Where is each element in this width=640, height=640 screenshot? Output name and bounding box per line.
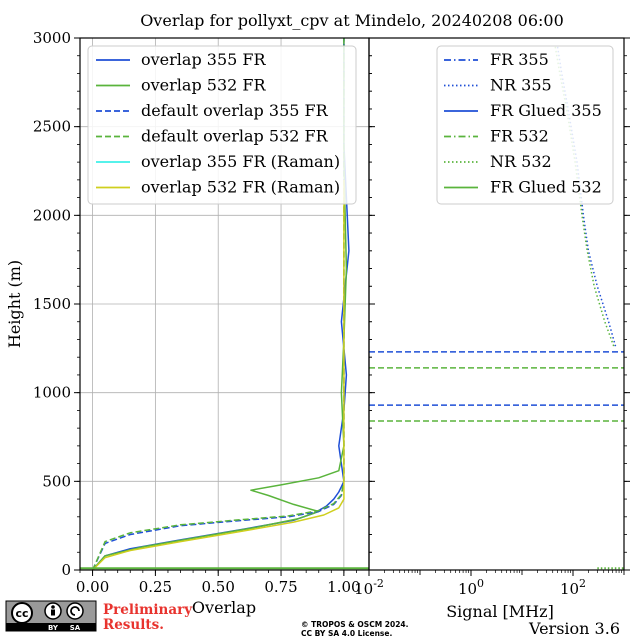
legend-entry: NR 355	[490, 76, 552, 95]
legend-box	[87, 45, 357, 205]
log-x-tick-label: 102	[560, 577, 586, 598]
x-tick-label: 0.75	[264, 578, 297, 596]
x-tick-label: 1.00	[327, 578, 360, 596]
cc-icon	[11, 602, 33, 624]
cc-icon-label: cc	[15, 607, 28, 620]
legend-entry: FR Glued 532	[490, 178, 602, 197]
sa-label: SA	[70, 624, 81, 632]
height-y-label: Height (m)	[5, 260, 24, 348]
signal-legend: FR 355 NR 355 FR Glued 355 FR 532 NR 532 FR G…	[436, 45, 614, 205]
y-tick-label: 2000	[33, 206, 71, 224]
chart-title: Overlap for pollyxt_cpv at Mindelo, 2024…	[140, 11, 564, 30]
overlap-legend: overlap 355 FR overlap 532 FR default over…	[87, 45, 357, 205]
log-x-tick-label: 10-2	[354, 577, 384, 598]
legend-entry: overlap 532 FR	[141, 76, 267, 95]
legend-box	[436, 45, 614, 205]
y-tick-label: 0	[61, 561, 71, 579]
legend-entry: NR 532	[490, 152, 552, 171]
series-line	[92, 179, 345, 571]
by-label: BY	[48, 624, 59, 632]
share-alike-icon	[66, 602, 84, 620]
legend-entry: FR Glued 355	[490, 101, 602, 120]
x-tick-label: 0.50	[202, 578, 235, 596]
y-tick-label: 1500	[33, 295, 71, 313]
y-tick-label: 3000	[33, 29, 71, 47]
y-tick-label: 2500	[33, 118, 71, 136]
preliminary-label: Preliminary	[103, 602, 193, 618]
legend-entry: overlap 355 FR (Raman)	[141, 152, 340, 171]
overlap-x-label: Overlap	[192, 598, 256, 617]
signal-x-label: Signal [MHz]	[446, 602, 554, 621]
legend-entry: overlap 532 FR (Raman)	[141, 178, 340, 197]
legend-entry: default overlap 532 FR	[141, 127, 329, 146]
y-tick-label: 1000	[33, 384, 71, 402]
y-tick-label: 500	[42, 472, 71, 490]
overlap-axes: 0.00 0.25 0.50 0.75 1.00 0 500 1000 1500 2000 2500…	[33, 29, 375, 596]
version-label: Version 3.6	[528, 619, 620, 638]
legend-entry: overlap 355 FR	[141, 50, 267, 69]
signal-axes: 10-2 100 102 FR 355 NR 355 FR Glued 355 FR 532…	[354, 37, 630, 598]
legend-entry: FR 355	[490, 50, 549, 69]
copyright-line-1: © TROPOS & OSCM 2024.	[301, 620, 409, 629]
x-tick-label: 0.00	[76, 578, 109, 596]
legend-entry: FR 532	[490, 127, 549, 146]
x-tick-label: 0.25	[139, 578, 172, 596]
series-line	[91, 38, 345, 571]
copyright-line-2: CC BY SA 4.0 License.	[301, 629, 392, 638]
cc-license-logo: cc BY SA	[5, 600, 97, 632]
results-label: Results.	[103, 617, 164, 633]
legend-entry: default overlap 355 FR	[141, 101, 329, 120]
log-x-tick-label: 100	[458, 577, 484, 598]
